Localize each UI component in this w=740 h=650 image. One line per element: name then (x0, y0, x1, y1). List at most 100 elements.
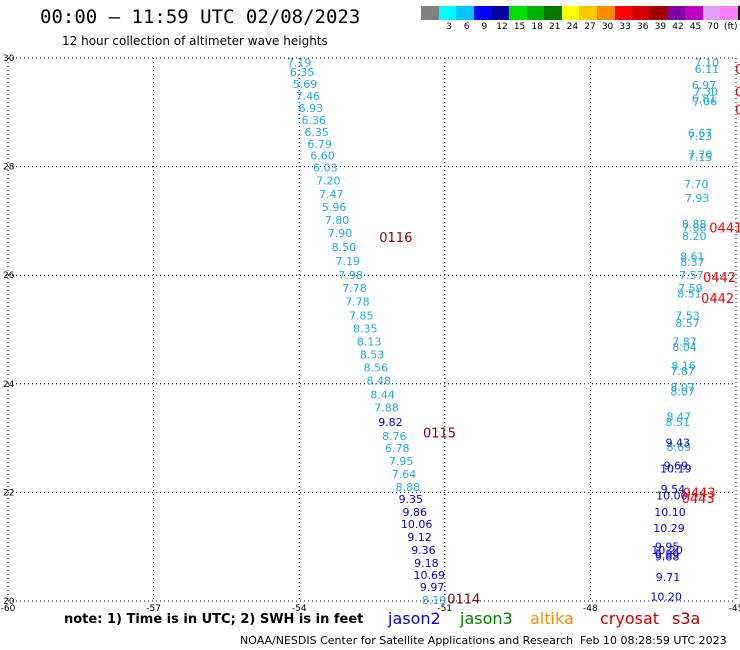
wave-height-value: 7.70 (688, 149, 713, 162)
wave-height-value: 7.70 (684, 178, 709, 191)
legend-swatch (702, 6, 721, 20)
x-tick-label: -51 (437, 604, 452, 614)
wave-height-value: 7.88 (682, 221, 707, 234)
wave-height-value: 8.51 (677, 288, 702, 301)
legend-label: 33 (619, 22, 631, 32)
legend-swatch (737, 6, 740, 20)
wave-height-value: 8.16 (671, 359, 696, 372)
wave-height-value: 10.69 (414, 569, 446, 582)
wave-height-value: 7.93 (685, 192, 710, 205)
wave-height-value: 9.95 (655, 541, 680, 554)
legend-swatch (632, 6, 650, 20)
legend-swatch (473, 6, 492, 20)
wave-height-value: 7.53 (675, 309, 700, 322)
wave-height-value: 8.47 (666, 410, 691, 423)
wave-height-value: 6.35 (290, 66, 315, 79)
y-tick-label: 28 (3, 163, 15, 173)
pass-number-label: 0441 (709, 221, 740, 236)
wave-height-value: 8.07 (670, 381, 695, 394)
wave-height-value: 9.88 (655, 550, 680, 563)
y-tick-label: 30 (3, 54, 15, 64)
wave-height-value: 6.60 (310, 150, 335, 163)
wave-height-value: 8.76 (382, 430, 407, 443)
legend-label: 27 (584, 22, 596, 32)
legend-swatch (438, 6, 457, 20)
wave-height-value: 7.19 (335, 255, 360, 268)
wave-height-value: 7.78 (345, 295, 370, 308)
wave-height-value: 7.46 (296, 90, 321, 103)
x-tick-label: -45 (729, 604, 740, 614)
legend-label: 21 (549, 22, 561, 32)
legend-swatch (526, 6, 545, 20)
pass-number-label: 044 (735, 104, 740, 119)
satellite-label-s3a: s3a (672, 609, 701, 628)
wave-height-value: 9.82 (378, 416, 403, 429)
map-title: 00:00 — 11:59 UTC 02/08/2023 (40, 6, 361, 28)
legend-swatch (491, 6, 509, 20)
legend-swatch (508, 6, 527, 20)
wave-height-value: 7.10 (695, 56, 720, 69)
wave-height-value: 6.36 (302, 114, 327, 127)
pass-number-label: 044 (735, 86, 740, 101)
wave-height-value: 6.81 (692, 93, 717, 106)
legend-label: 30 (601, 22, 614, 32)
wave-height-value: 7.23 (688, 130, 713, 143)
wave-height-value: 5.96 (322, 201, 347, 214)
satellite-label-cryosat: cryosat (600, 609, 660, 628)
wave-height-value: 8.44 (370, 389, 395, 402)
note-text: note: 1) Time is in UTC; 2) SWH is in fe… (64, 612, 364, 627)
wave-height-value: 7.59 (678, 282, 703, 295)
x-tick-label: -48 (583, 604, 598, 614)
legend-swatch (720, 6, 738, 20)
wave-height-value: 10.20 (651, 544, 683, 557)
wave-height-value: 6.97 (692, 79, 717, 92)
legend-swatch (561, 6, 580, 20)
wave-height-value: 7.06 (693, 95, 718, 108)
wave-height-value: 9.36 (411, 544, 436, 557)
pass-number-label: 0442 (703, 271, 736, 286)
legend-swatch (579, 6, 597, 20)
legend-unit: (ft) (723, 22, 738, 32)
legend-label: 70 (707, 22, 719, 32)
color-scale-legend (421, 6, 740, 20)
x-tick-label: -54 (292, 604, 307, 614)
y-tick-label: 20 (3, 597, 15, 607)
legend-swatch (596, 6, 615, 20)
wave-height-value: 8.37 (680, 256, 705, 269)
wave-height-value: 10.20 (650, 591, 682, 604)
wave-height-value: 10.19 (660, 463, 692, 476)
y-tick-label: 26 (3, 271, 15, 281)
wave-height-value: 6.79 (307, 138, 332, 151)
legend-label: 15 (513, 22, 526, 32)
wave-height-value: 8.51 (666, 416, 691, 429)
color-scale-labels: 3 6 9 12 15 18 21 24 27 30 33 36 39 42 45 70 (ft) (421, 22, 740, 34)
legend-swatch (421, 6, 439, 20)
x-tick-label: -60 (1, 604, 16, 614)
wave-height-value: 5.69 (293, 78, 318, 91)
pass-number-label: 0115 (423, 427, 456, 442)
wave-height-value: 8.69 (666, 441, 691, 454)
legend-label: 45 (689, 22, 702, 32)
wave-height-value: 9.35 (399, 493, 424, 506)
wave-height-value: 7.78 (342, 282, 367, 295)
satellite-label-jason2: jason2 (388, 609, 441, 628)
pass-number-label: 0114 (447, 592, 480, 607)
wave-height-value: 8.88 (396, 481, 421, 494)
pass-number-label: 0442 (701, 292, 734, 307)
wave-height-value: 7.80 (325, 214, 350, 227)
x-tick-label: -57 (146, 604, 161, 614)
wave-height-value: 10.00 (656, 490, 688, 503)
wave-height-value: 7.20 (316, 175, 341, 188)
wave-height-value: 8.88 (682, 218, 707, 231)
map-subtitle: 12 hour collection of altimeter wave hei… (62, 34, 328, 48)
wave-height-value: 8.56 (364, 362, 389, 375)
legend-label: 24 (566, 22, 579, 32)
wave-height-value: 10.29 (653, 522, 685, 535)
wave-height-value: 6.67 (688, 127, 713, 140)
legend-label: 42 (672, 22, 684, 32)
wave-height-value: 7.90 (328, 227, 353, 240)
credit-text: NOAA/NESDIS Center for Satellite Applica… (240, 634, 574, 647)
legend-label: 18 (531, 22, 543, 32)
wave-height-value: 7.30 (694, 86, 719, 99)
